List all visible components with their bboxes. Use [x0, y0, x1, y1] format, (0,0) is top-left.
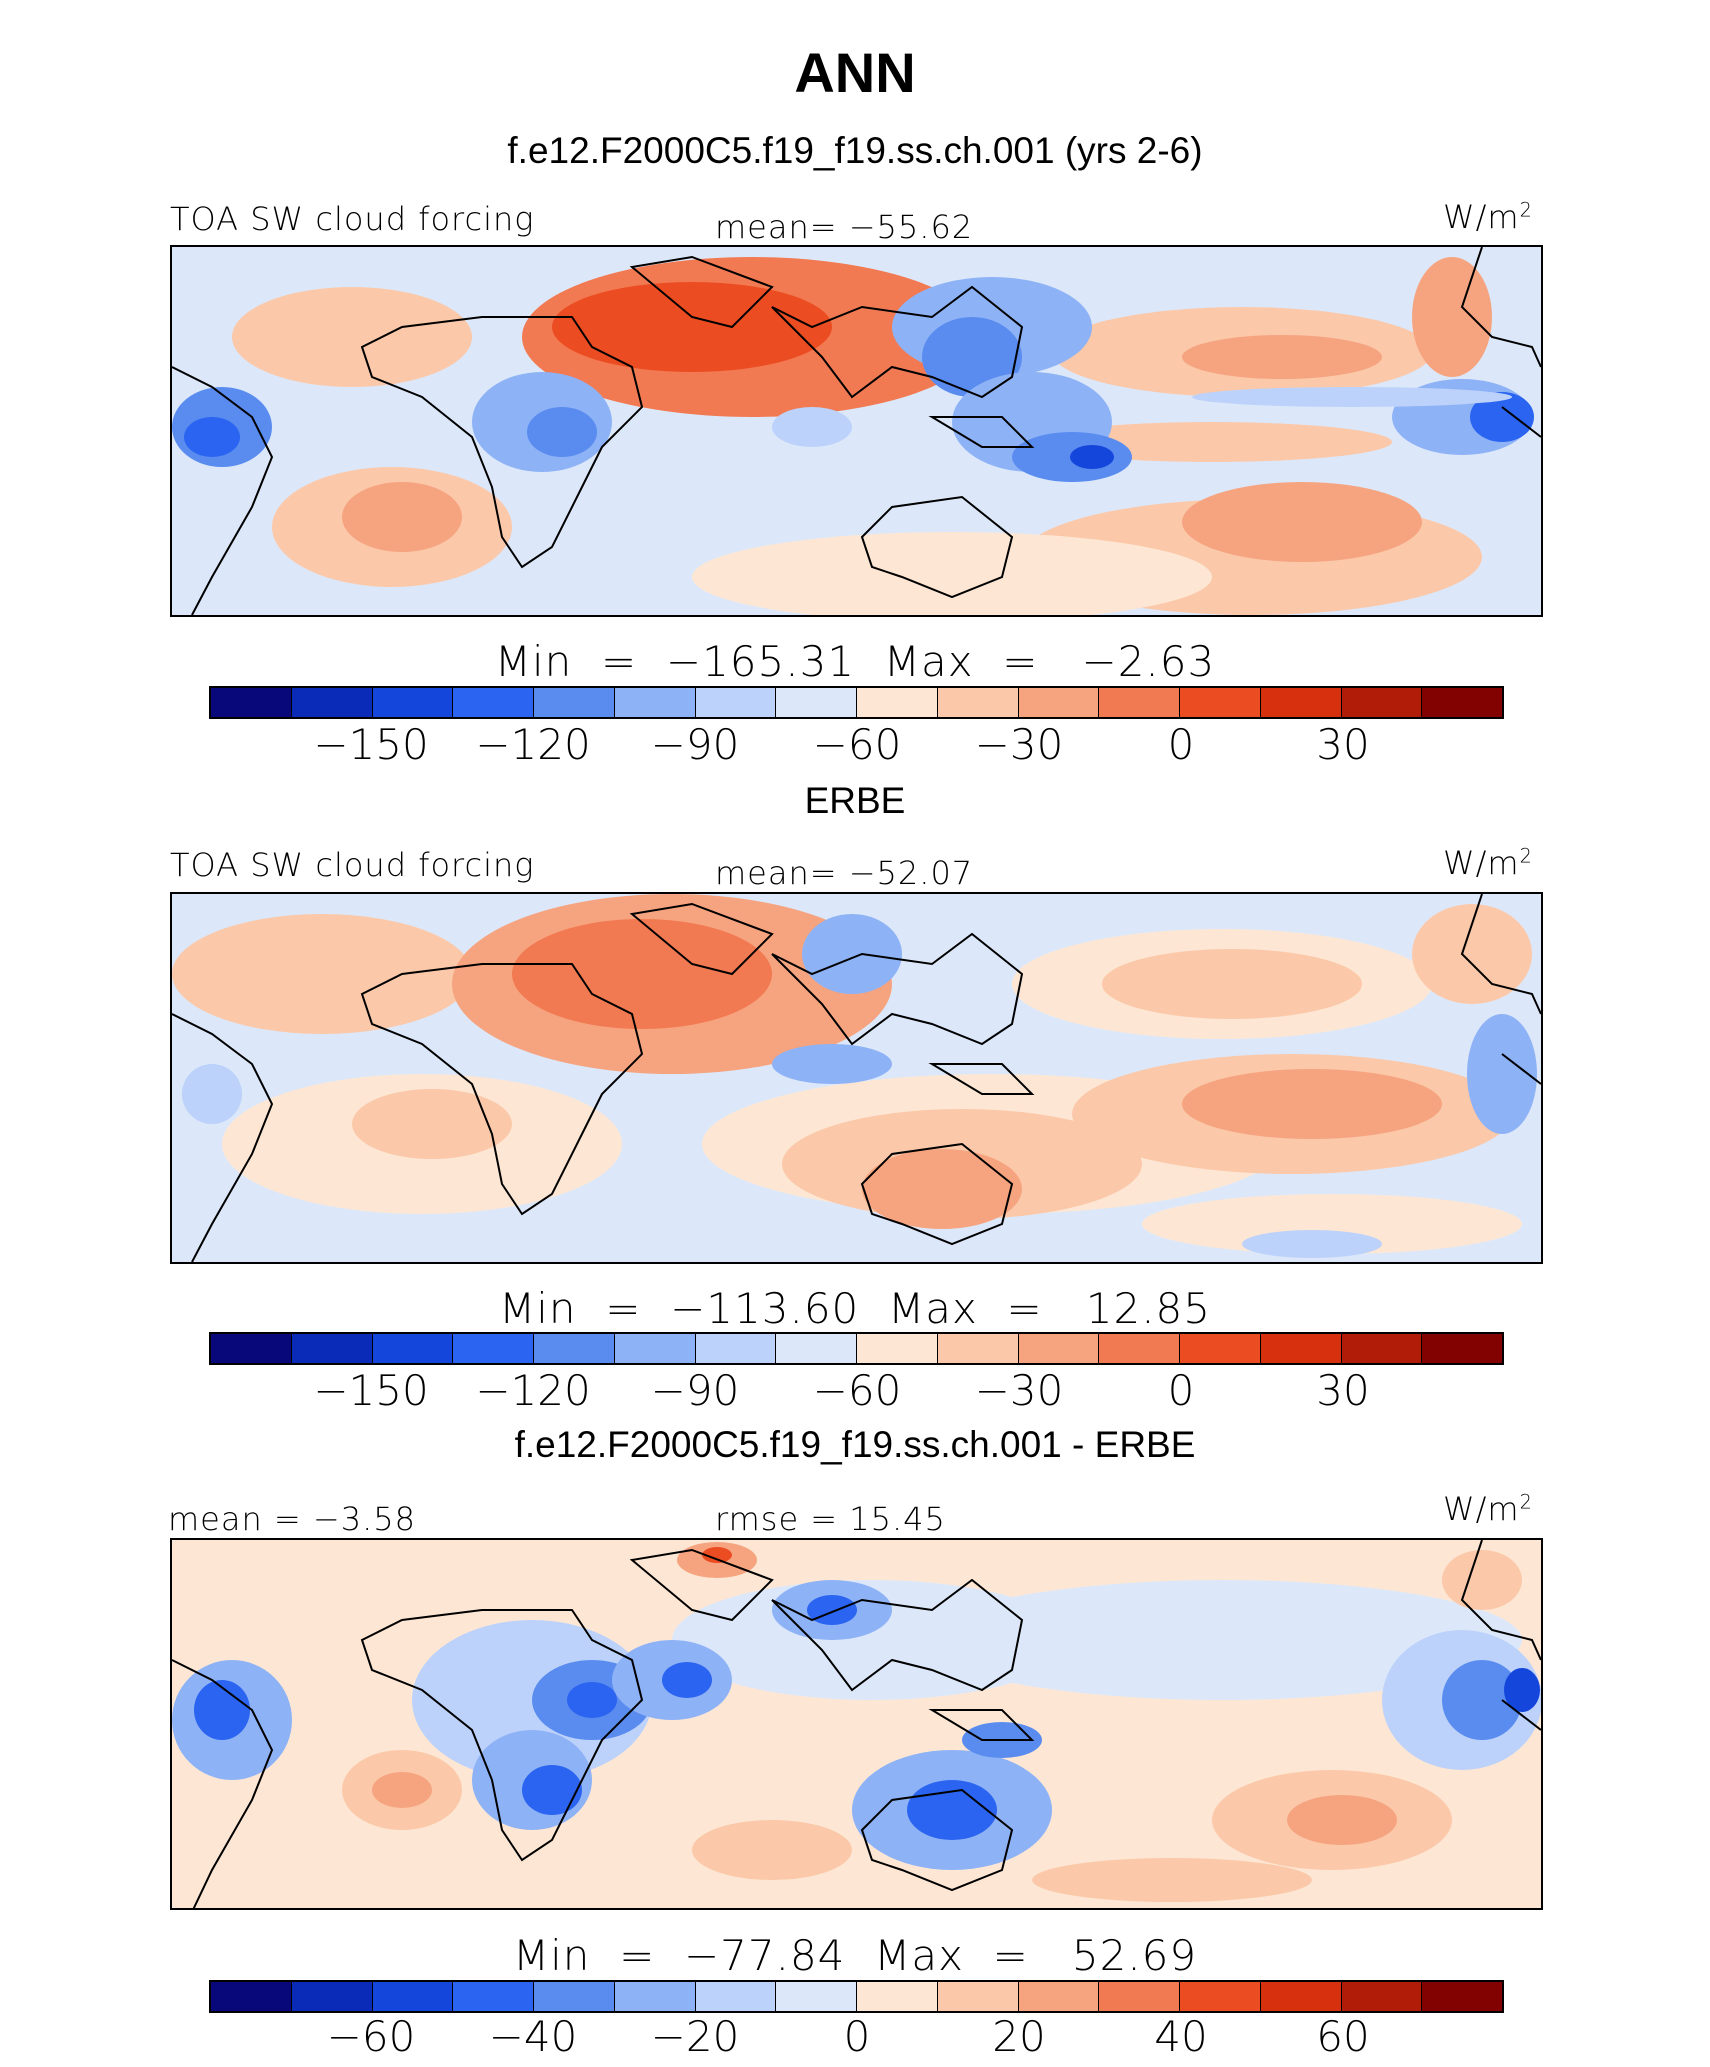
panel3-colorbar [209, 1980, 1504, 2013]
panel2-tick: 30 [1316, 1366, 1370, 1415]
panel2-tick: 0 [1167, 1366, 1195, 1415]
panel2-units-label: W/m2 [1443, 844, 1533, 882]
panel3-tick: −40 [488, 2012, 578, 2061]
panel3-map [170, 1538, 1543, 1910]
panel2-tick: −60 [812, 1366, 902, 1415]
panel1-left-label: TOA SW cloud forcing [170, 200, 535, 238]
panel3-tick: 20 [992, 2012, 1046, 2061]
panel2-tick: −150 [313, 1366, 429, 1415]
panel3-units-label: W/m2 [1443, 1490, 1533, 1528]
panel3-rmse-label: rmse = 15.45 [715, 1500, 946, 1538]
panel2-left-label: TOA SW cloud forcing [170, 846, 535, 884]
panel3-tick: 40 [1154, 2012, 1208, 2061]
panel1-units-label: W/m2 [1443, 198, 1533, 236]
panel3-tick: 60 [1316, 2012, 1370, 2061]
panel2-tick: −90 [650, 1366, 740, 1415]
panel1-tick: −120 [475, 720, 591, 769]
panel1-tick: −60 [812, 720, 902, 769]
panel3-mean-label: mean = −3.58 [168, 1500, 416, 1538]
panel1-tick: −30 [974, 720, 1064, 769]
panel3-section-title: f.e12.F2000C5.f19_f19.ss.ch.001 - ERBE [514, 1424, 1196, 1465]
panel1-tick: −90 [650, 720, 740, 769]
panel1-tick: −150 [313, 720, 429, 769]
panel2-tick: −30 [974, 1366, 1064, 1415]
panel2-section-title: ERBE [804, 780, 906, 821]
panel1-tick: 0 [1167, 720, 1195, 769]
page-title: ANN [794, 41, 916, 104]
panel2-tick: −120 [475, 1366, 591, 1415]
page-subtitle: f.e12.F2000C5.f19_f19.ss.ch.001 (yrs 2-6… [507, 130, 1203, 171]
panel1-tick: 30 [1316, 720, 1370, 769]
panel2-colorbar [209, 1332, 1504, 1365]
panel2-minmax: Min = −113.60 Max = 12.85 [499, 1284, 1211, 1333]
panel3-tick: −20 [650, 2012, 740, 2061]
panel1-colorbar [209, 686, 1504, 719]
panel3-minmax: Min = −77.84 Max = 52.69 [512, 1931, 1198, 1980]
panel2-mean-label: mean= −52.07 [715, 854, 974, 892]
panel1-mean-label: mean= −55.62 [715, 208, 974, 246]
panel3-tick: −60 [326, 2012, 416, 2061]
panel1-minmax: Min = −165.31 Max = −2.63 [494, 637, 1216, 686]
panel1-map [170, 245, 1543, 617]
panel2-map [170, 892, 1543, 1264]
panel3-tick: 0 [843, 2012, 871, 2061]
